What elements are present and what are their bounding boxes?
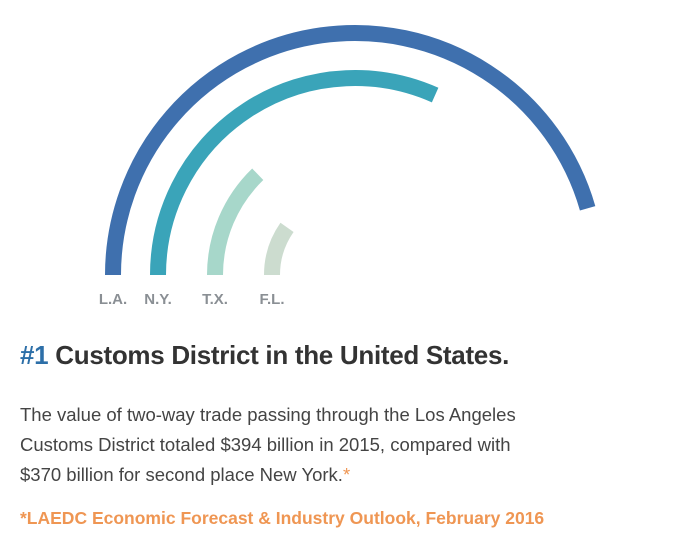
body-line-last: $370 billion for second place New York.*: [20, 460, 516, 490]
arc-bar: [207, 168, 264, 276]
chart: L.A. N.Y. T.X. F.L.: [99, 25, 596, 308]
category-label: N.Y.: [144, 291, 172, 308]
body-line: The value of two-way trade passing throu…: [20, 404, 516, 425]
arc-bar: [264, 222, 294, 276]
category-label: T.X.: [202, 291, 228, 308]
category-label: F.L.: [260, 291, 285, 308]
arc-bar: [105, 25, 596, 276]
headline: #1 Customs District in the United States…: [20, 340, 509, 371]
footnote: *LAEDC Economic Forecast & Industry Outl…: [20, 508, 545, 528]
body-line: Customs District totaled $394 billion in…: [20, 434, 511, 455]
rank: #1: [20, 340, 49, 370]
body: The value of two-way trade passing throu…: [20, 400, 516, 490]
category-label: L.A.: [99, 291, 127, 308]
note-mark: *: [342, 464, 351, 485]
arc-bar: [150, 70, 439, 276]
body-line: $370 billion for second place New York.: [20, 464, 343, 485]
headline-text: Customs District in the United States.: [55, 340, 510, 370]
